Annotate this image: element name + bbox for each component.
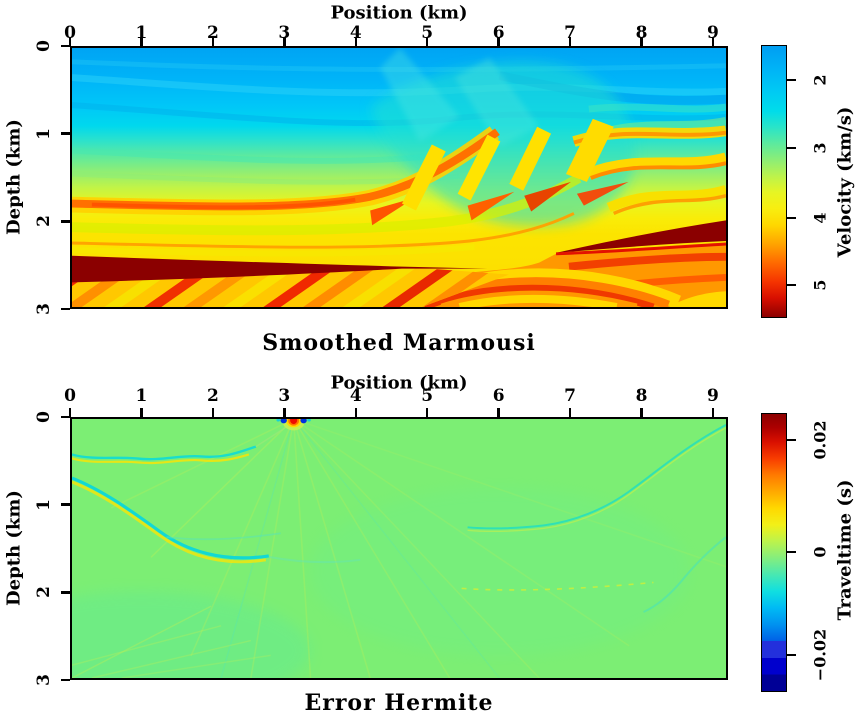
y-tick-label: 3 [34, 303, 54, 315]
x-tick-label: 2 [206, 23, 219, 43]
x-tick-label: 7 [564, 23, 576, 43]
x-tick-mark [711, 37, 715, 46]
y-tick-label: 0 [34, 40, 54, 52]
x-tick-mark [425, 408, 429, 417]
colorbar-tick-label: −0.02 [810, 628, 830, 682]
x-tick-mark [68, 408, 72, 417]
colorbar-tick-mark [787, 438, 796, 442]
panel1-ylabel: Depth (km) [3, 119, 25, 235]
y-tick-label: 0 [34, 411, 54, 423]
colorbar-tick-mark [787, 653, 796, 657]
x-tick-mark [568, 37, 572, 46]
y-tick-label: 1 [34, 127, 54, 140]
x-tick-mark [568, 408, 572, 417]
y-tick-label: 2 [34, 215, 54, 228]
y-tick-mark [61, 415, 70, 419]
colorbar-tick-mark [787, 216, 796, 220]
x-tick-mark [354, 408, 357, 417]
panel2-plot-area [70, 417, 728, 680]
traveltime-colorbar [761, 413, 787, 692]
colorbar-tick-mark [787, 283, 796, 287]
x-tick-label: 0 [64, 386, 76, 406]
x-tick-mark [140, 408, 143, 417]
panel2-xlabel: Position (km) [330, 372, 468, 394]
x-tick-mark [354, 37, 357, 46]
y-tick-label: 3 [34, 674, 54, 686]
x-tick-mark [211, 37, 215, 46]
velocity-colorbar [761, 45, 787, 318]
x-tick-mark [140, 37, 143, 46]
colorbar-tick-label: 0.02 [810, 420, 830, 460]
colorbar-tick-label: 0 [810, 546, 830, 558]
y-tick-mark [61, 132, 70, 135]
x-tick-mark [68, 37, 72, 46]
traveltime-colorbar-label: Traveltime (s) [834, 479, 856, 621]
panel2-ylabel: Depth (km) [3, 490, 25, 606]
x-tick-label: 1 [135, 23, 148, 43]
y-tick-label: 1 [34, 498, 54, 511]
x-tick-label: 6 [492, 23, 505, 43]
panel1-plot-area [70, 46, 728, 309]
y-tick-mark [61, 307, 70, 311]
x-tick-label: 9 [707, 386, 719, 406]
x-tick-label: 6 [492, 386, 505, 406]
x-tick-label: 9 [707, 23, 719, 43]
colorbar-tick-label: 3 [810, 142, 830, 154]
x-tick-label: 1 [135, 386, 148, 406]
panel2-title: Error Hermite [304, 690, 494, 716]
y-tick-mark [61, 591, 70, 594]
y-tick-mark [61, 44, 70, 48]
y-tick-mark [61, 220, 70, 223]
velocity-heatmap [72, 48, 726, 307]
x-tick-mark [497, 37, 500, 46]
colorbar-tick-mark [787, 550, 796, 554]
x-tick-label: 7 [564, 386, 576, 406]
panel1-xlabel: Position (km) [330, 2, 468, 24]
x-tick-label: 5 [421, 386, 434, 406]
x-tick-mark [711, 408, 715, 417]
x-tick-mark [640, 408, 643, 417]
y-tick-mark [61, 678, 70, 682]
colorbar-tick-mark [787, 78, 796, 82]
x-tick-mark [497, 408, 500, 417]
x-tick-mark [283, 408, 286, 417]
x-tick-label: 0 [64, 23, 76, 43]
x-tick-mark [640, 37, 643, 46]
x-tick-label: 8 [635, 23, 648, 43]
x-tick-label: 8 [635, 386, 648, 406]
y-tick-label: 2 [34, 586, 54, 599]
x-tick-label: 2 [206, 386, 219, 406]
x-tick-label: 5 [421, 23, 434, 43]
x-tick-mark [283, 37, 286, 46]
panel1-title: Smoothed Marmousi [262, 330, 536, 356]
x-tick-label: 3 [278, 23, 291, 43]
x-tick-label: 4 [349, 386, 362, 406]
x-tick-mark [211, 408, 215, 417]
x-tick-mark [425, 37, 429, 46]
colorbar-tick-label: 4 [810, 212, 830, 224]
x-tick-label: 4 [349, 23, 362, 43]
colorbar-tick-label: 5 [810, 279, 830, 291]
colorbar-tick-label: 2 [810, 74, 830, 86]
y-tick-mark [61, 503, 70, 506]
traveltime-error-heatmap [72, 419, 726, 678]
colorbar-tick-mark [787, 146, 796, 150]
velocity-colorbar-label: Velocity (km/s) [834, 106, 856, 258]
x-tick-label: 3 [278, 386, 291, 406]
